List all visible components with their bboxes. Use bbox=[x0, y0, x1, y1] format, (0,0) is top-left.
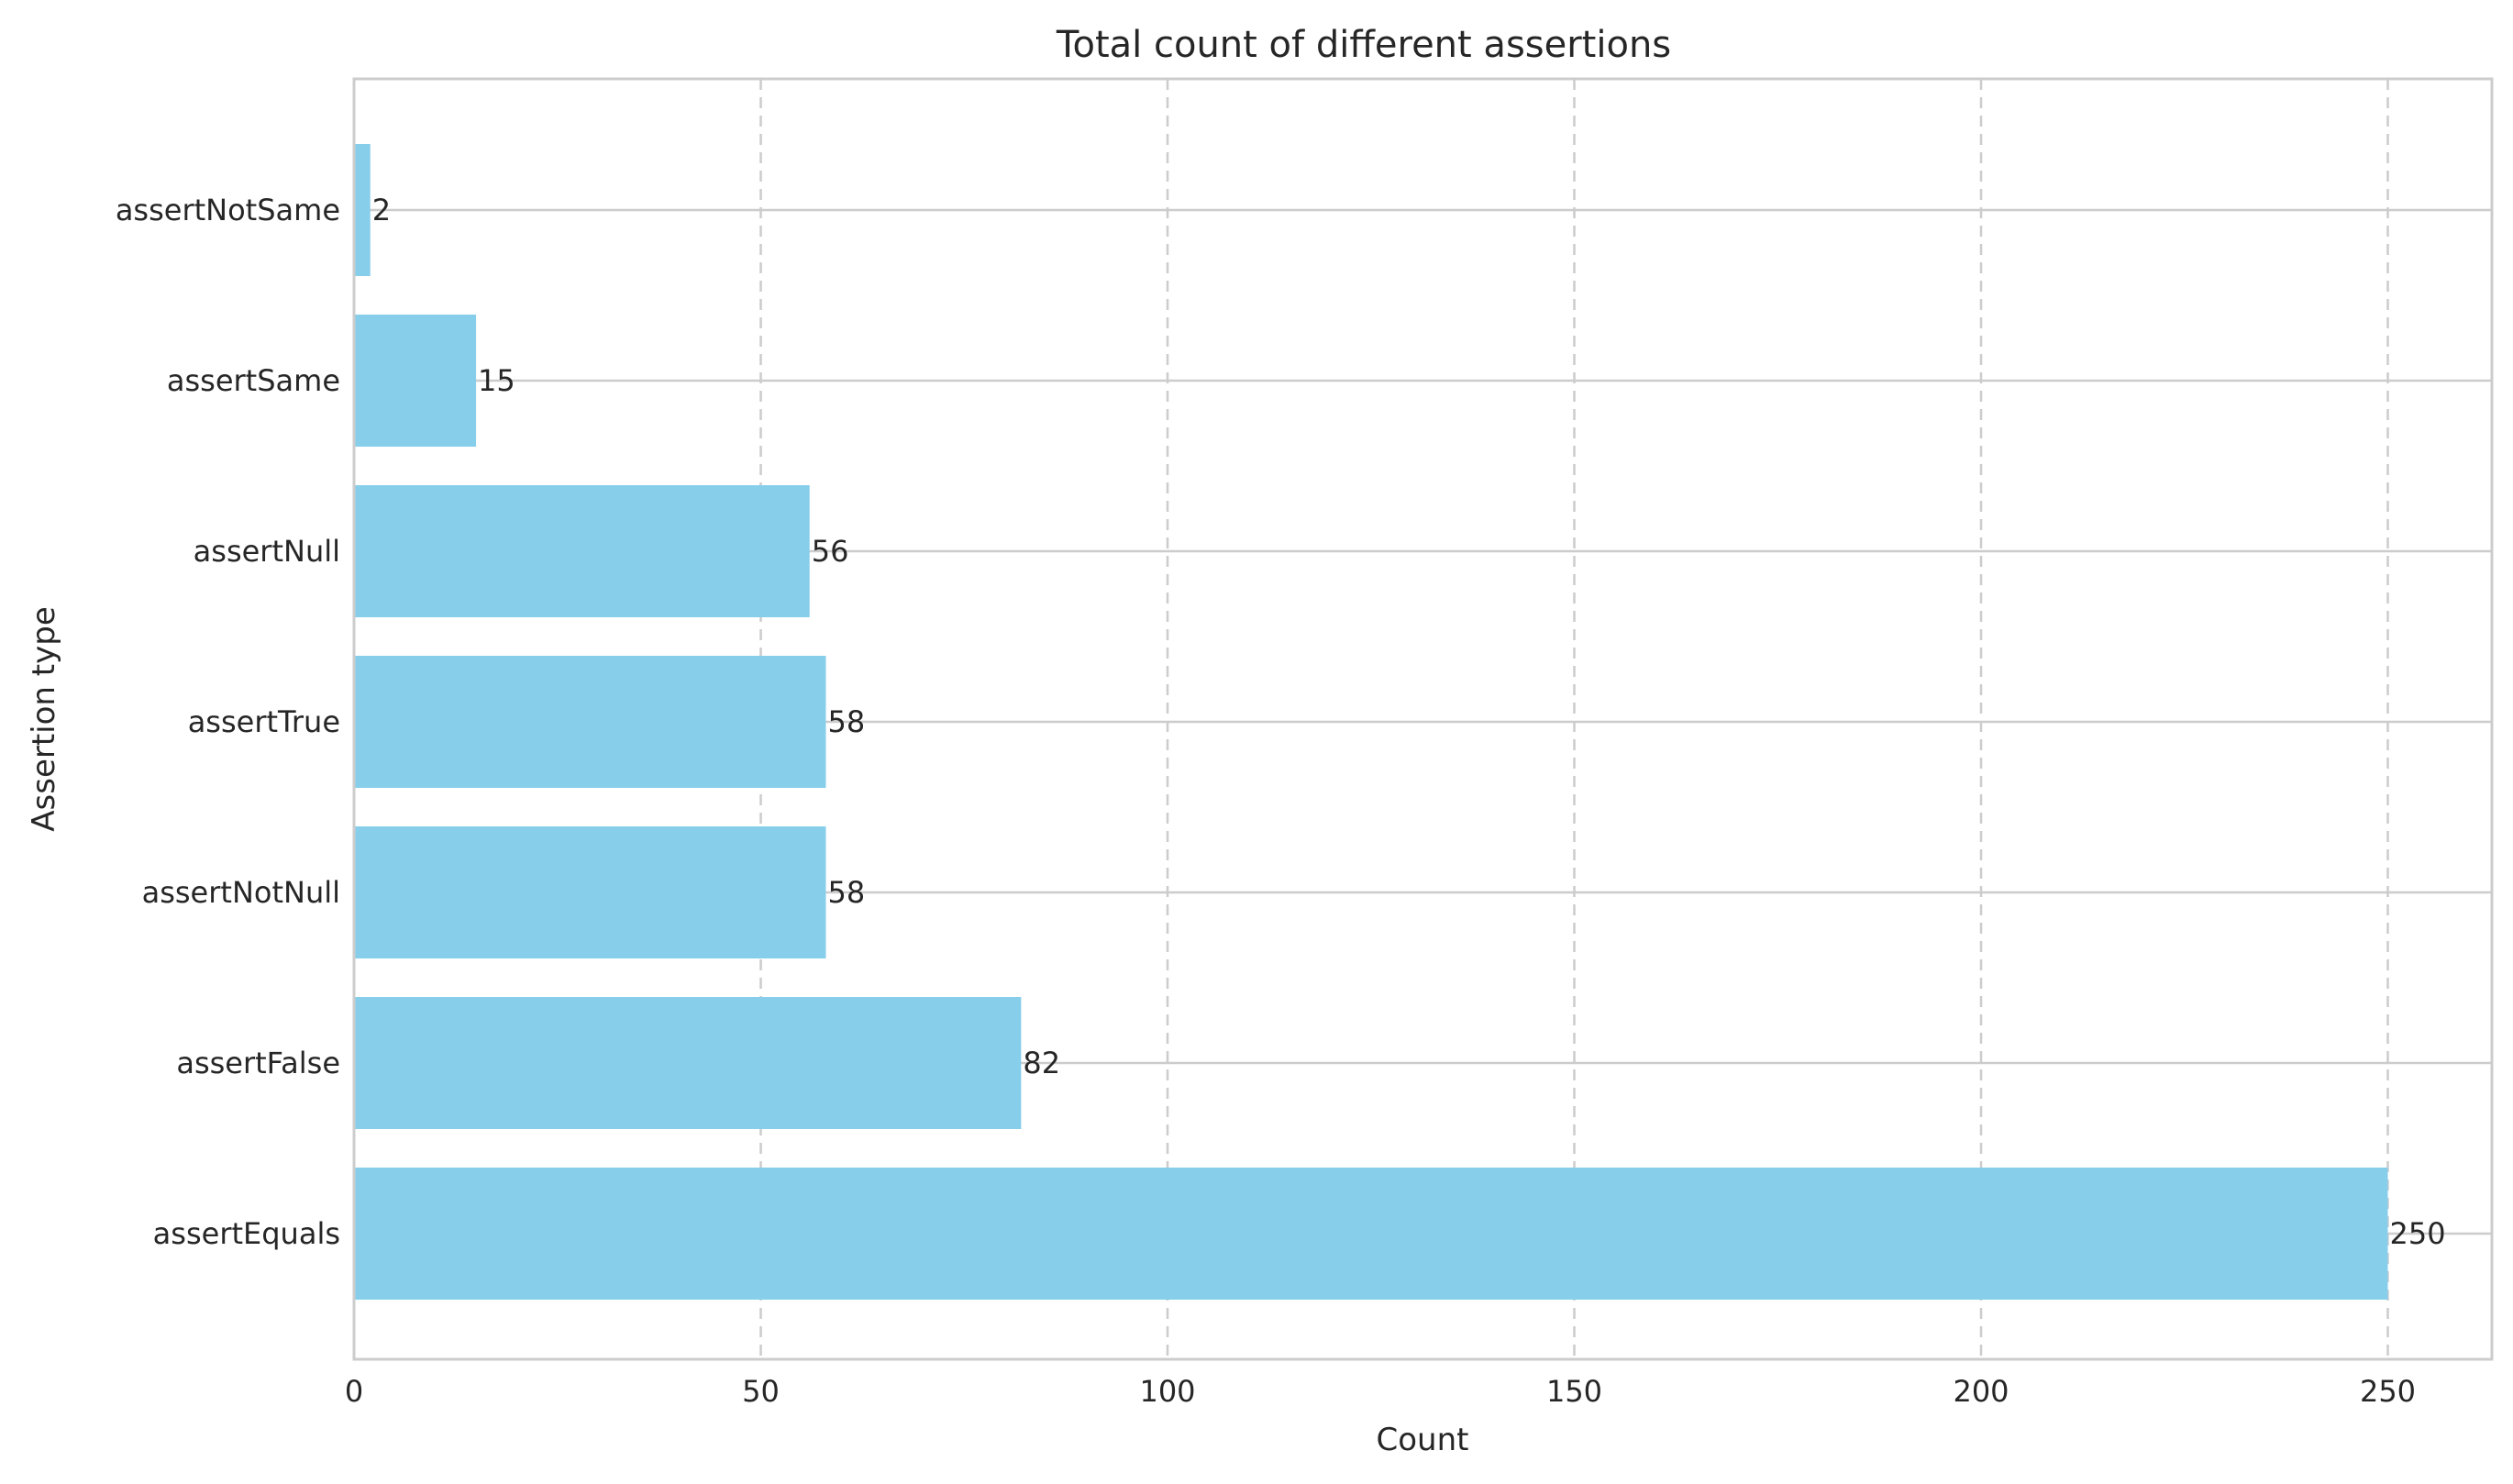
x-axis-label: Count bbox=[1377, 1422, 1469, 1458]
y-tick-label: assertNotNull bbox=[142, 875, 340, 910]
x-tick-label: 0 bbox=[345, 1374, 363, 1409]
x-tick-label: 50 bbox=[742, 1374, 780, 1409]
y-tick-label: assertNotSame bbox=[116, 193, 340, 227]
bar-value-label: 82 bbox=[1023, 1046, 1060, 1080]
bar-assertNull bbox=[354, 485, 810, 617]
bar-assertNotSame bbox=[354, 144, 371, 276]
bar-assertNotNull bbox=[354, 826, 826, 958]
y-tick-label: assertFalse bbox=[176, 1046, 340, 1080]
bar-assertSame bbox=[354, 315, 477, 447]
x-tick-label: 250 bbox=[2360, 1374, 2416, 1409]
bar-value-label: 58 bbox=[827, 704, 865, 739]
bar-value-label: 15 bbox=[478, 363, 515, 398]
y-axis-label: Assertion type bbox=[26, 606, 62, 831]
bar-value-label: 250 bbox=[2390, 1216, 2446, 1251]
bar-assertEquals bbox=[354, 1168, 2388, 1300]
bar-value-label: 58 bbox=[827, 875, 865, 910]
x-tick-label: 200 bbox=[1953, 1374, 2009, 1409]
y-tick-label: assertNull bbox=[194, 534, 340, 569]
x-tick-label: 100 bbox=[1139, 1374, 1195, 1409]
bar-value-label: 56 bbox=[812, 534, 849, 569]
bar-assertFalse bbox=[354, 997, 1022, 1129]
y-tick-label: assertSame bbox=[167, 363, 340, 398]
bar-value-label: 2 bbox=[372, 193, 391, 227]
y-tick-labels: assertEquals assertFalse assertNotNull asse… bbox=[116, 193, 340, 1251]
y-tick-label: assertEquals bbox=[153, 1216, 340, 1251]
bar-assertTrue bbox=[354, 656, 826, 788]
x-tick-labels: 0 50 100 150 200 250 bbox=[345, 1374, 2416, 1409]
bars bbox=[354, 144, 2388, 1300]
bar-value-labels: 250 82 58 58 56 15 2 bbox=[372, 193, 2446, 1251]
y-tick-label: assertTrue bbox=[188, 704, 340, 739]
plot-area-frame bbox=[352, 77, 2494, 1361]
x-tick-label: 150 bbox=[1546, 1374, 1602, 1409]
chart-title: Total count of different assertions bbox=[1056, 24, 1671, 66]
